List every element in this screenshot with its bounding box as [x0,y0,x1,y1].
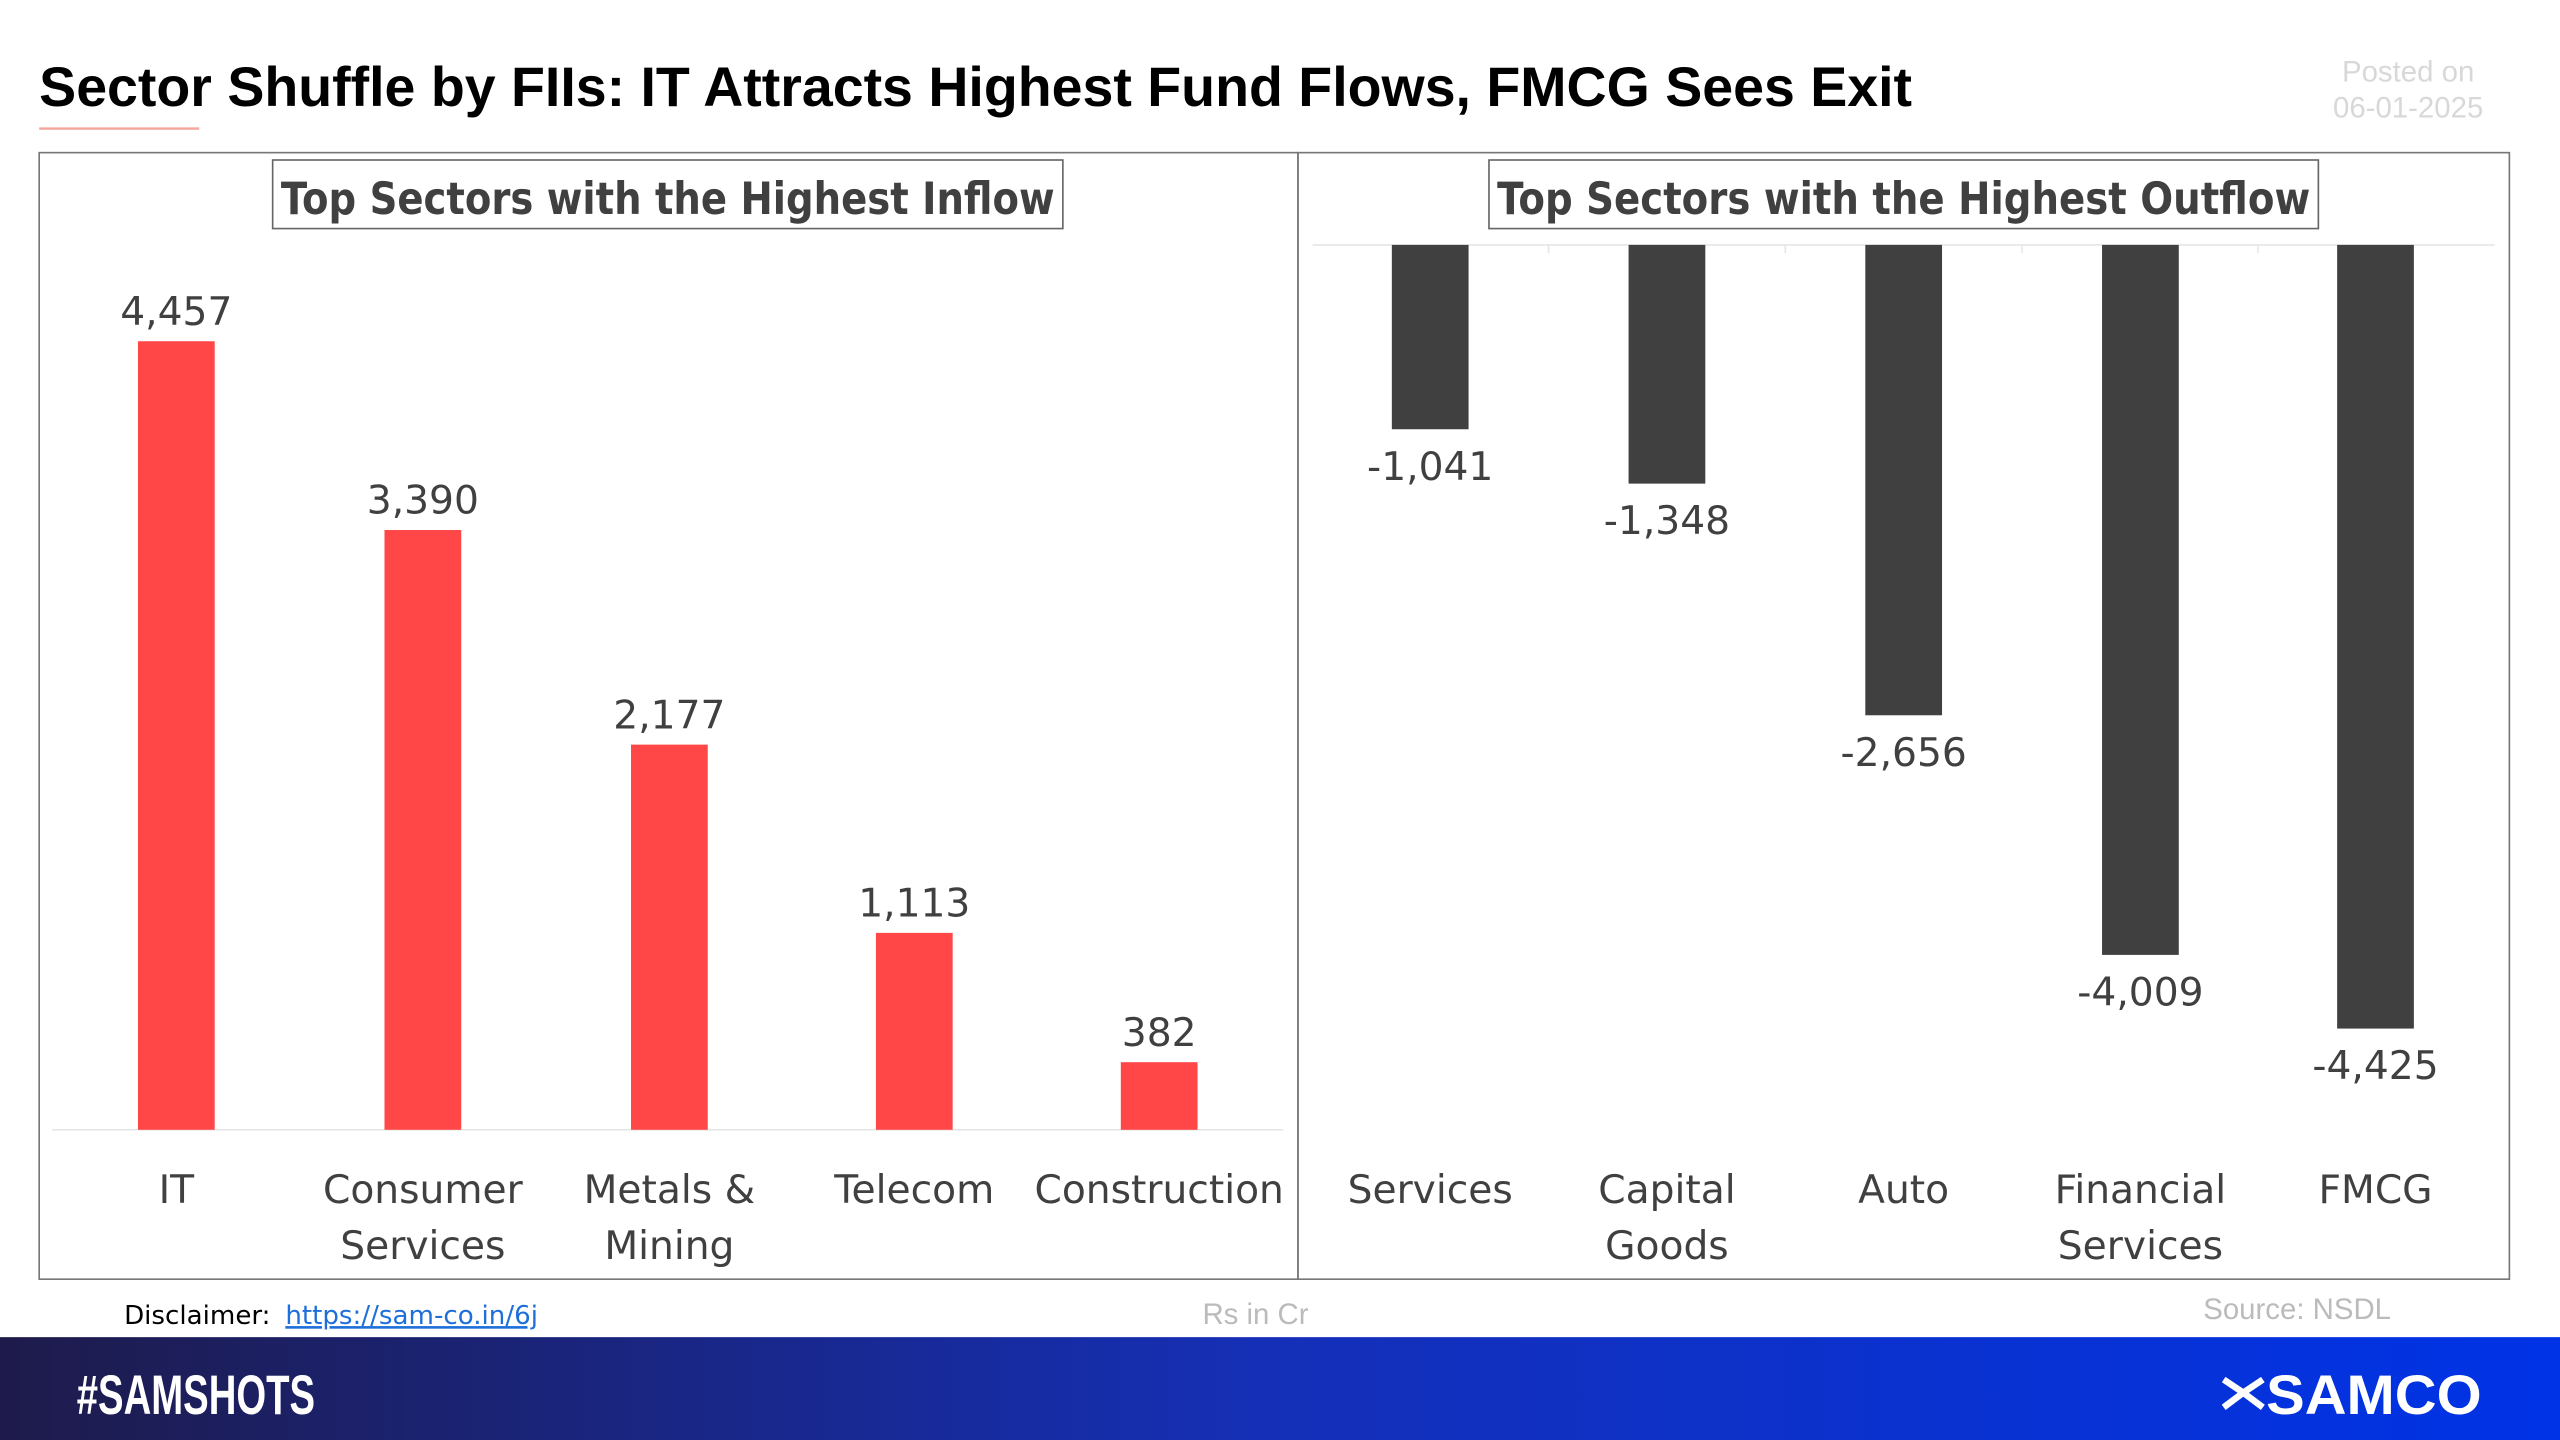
outflow-panel [1297,151,2511,1280]
bar [631,744,708,1130]
data-label: 4,457 [120,290,232,335]
source-label: Source: NSDL [2203,1293,2391,1326]
category-label: Construction [1034,1168,1283,1213]
data-label: 3,390 [367,479,479,524]
data-label: -1,041 [1367,445,1493,490]
bar [1120,1062,1198,1130]
samco-logo-text: SAMCO [2266,1364,2482,1426]
data-label: 1,113 [858,882,970,927]
outflow-chart: -1,041 Services -1,348 Capital Goods -2,656 Au… [1312,244,2495,1269]
category-label: Services [340,1224,505,1269]
inflow-chart: 4,457 IT 3,390 Consumer Services 2,177 Metals … [52,290,1284,1269]
disclaimer: Disclaimer: https://sam-co.in/6j [124,1301,538,1331]
category-label: Financial [2055,1168,2227,1213]
data-label: 382 [1122,1011,1197,1056]
bar [875,932,953,1130]
posted-label: Posted on [2342,56,2474,89]
bar [384,530,462,1130]
page-title: Sector Shuffle by FIIs: IT Attracts High… [39,56,1912,118]
samco-logo-icon [2221,1376,2265,1410]
bar [2337,244,2414,1029]
outflow-chart-title: Top Sectors with the Highest Outflow [1497,174,2310,225]
category-label: Telecom [833,1168,994,1213]
category-label: Metals & [584,1168,756,1213]
footer-banner [0,1337,2560,1440]
bar [1865,244,1943,716]
data-label: -2,656 [1841,731,1967,776]
units-label: Rs in Cr [1202,1298,1308,1331]
data-label: 2,177 [613,693,725,738]
data-label: -4,425 [2312,1044,2438,1089]
category-label: Auto [1858,1168,1949,1213]
category-label: Goods [1605,1224,1729,1269]
posted-date: 06-01-2025 [2333,92,2483,125]
inflow-title-box [271,159,1064,230]
bar [1628,244,1706,484]
category-label: IT [159,1168,196,1213]
bar [137,341,215,1130]
category-label: FMCG [2318,1168,2432,1213]
hashtag: #SAMSHOTS [77,1364,315,1426]
category-label: Mining [604,1224,734,1269]
outflow-title-box [1488,159,2320,230]
category-label: Consumer [323,1168,524,1213]
disclaimer-label: Disclaimer: [124,1301,270,1331]
category-label: Services [1348,1168,1513,1213]
disclaimer-link[interactable]: https://sam-co.in/6j [285,1301,538,1331]
samco-logo: SAMCO [2221,1364,2482,1426]
category-label: Services [2058,1224,2223,1269]
title-underline [39,127,200,130]
data-label: -1,348 [1604,499,1730,544]
data-label: -4,009 [2077,971,2203,1016]
category-label: Capital [1598,1168,1735,1213]
bar [2102,244,2179,955]
inflow-chart-title: Top Sectors with the Highest Inflow [281,174,1055,225]
bar [1391,244,1469,430]
